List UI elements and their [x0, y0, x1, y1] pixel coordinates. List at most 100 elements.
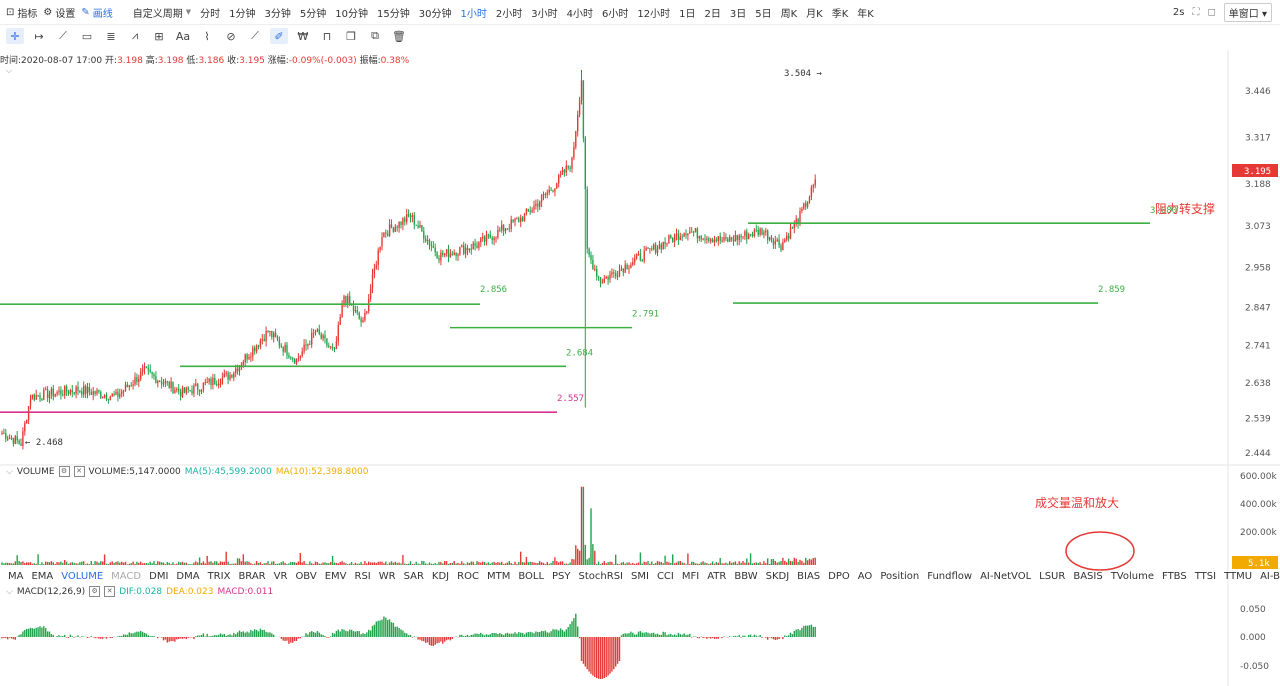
volume-bar — [451, 562, 453, 565]
grid-icon[interactable]: ⊞ — [154, 29, 164, 43]
indicator-tab-smi[interactable]: SMI — [631, 570, 649, 582]
period-14[interactable]: 2日 — [704, 8, 721, 20]
period-17[interactable]: 周K — [780, 8, 798, 20]
indicator-tab-dpo[interactable]: DPO — [828, 570, 850, 582]
period-7[interactable]: 1小时 — [460, 8, 487, 20]
layout-dropdown[interactable]: 单窗口 ▾ — [1223, 2, 1272, 22]
period-2[interactable]: 3分钟 — [264, 8, 291, 20]
refresh-interval[interactable]: 2s — [1172, 6, 1185, 18]
volume-settings-icon[interactable]: ⚙ — [58, 466, 70, 477]
indicator-tab-roc[interactable]: ROC — [457, 570, 479, 582]
indicator-tab-ma[interactable]: MA — [8, 570, 24, 582]
candle-body — [552, 190, 554, 192]
brush-icon[interactable]: ⌇ — [204, 29, 210, 43]
trendline-icon[interactable]: ⟋ — [59, 29, 67, 42]
indicator-tab-position[interactable]: Position — [880, 570, 920, 582]
lock-icon[interactable]: ⊓ — [322, 29, 332, 43]
candle-body — [383, 232, 385, 238]
indicator-tab-dma[interactable]: DMA — [176, 570, 200, 582]
window-icon[interactable]: ◻ — [1207, 6, 1216, 18]
period-0[interactable]: 分时 — [200, 8, 221, 20]
parallel-lines-icon[interactable]: ≣ — [106, 29, 116, 43]
indicator-tab-basis[interactable]: BASIS — [1073, 570, 1103, 582]
indicator-tab-emv[interactable]: EMV — [324, 570, 347, 582]
indicator-tab-sar[interactable]: SAR — [403, 570, 424, 582]
volume-close-icon[interactable]: ✕ — [73, 466, 85, 477]
text-icon[interactable]: Aa — [175, 29, 191, 43]
period-4[interactable]: 10分钟 — [335, 8, 368, 20]
magnet-icon[interactable]: ⊘ — [226, 29, 236, 43]
copy-icon[interactable]: ❐ — [346, 29, 356, 43]
indicator-tab-rsi[interactable]: RSI — [354, 570, 371, 582]
indicator-tab-volume[interactable]: VOLUME — [61, 570, 104, 582]
indicator-tab-skdj[interactable]: SKDJ — [765, 570, 790, 582]
measure-icon[interactable]: ₩ — [297, 29, 309, 43]
indicator-tab-ema[interactable]: EMA — [31, 570, 54, 582]
period-12[interactable]: 12小时 — [637, 8, 671, 20]
period-16[interactable]: 5日 — [755, 8, 772, 20]
collapse-macd-icon[interactable]: ⌵ — [6, 586, 13, 597]
indicator-tab-ai-netvol[interactable]: AI-NetVOL — [980, 570, 1032, 582]
ruler-icon[interactable]: ⟋ — [251, 29, 259, 42]
custom-period-dropdown[interactable]: 自定义周期 ▼ — [133, 5, 191, 20]
indicator-tab-ao[interactable]: AO — [857, 570, 873, 582]
indicator-tab-bias[interactable]: BIAS — [797, 570, 821, 582]
indicator-tab-dmi[interactable]: DMI — [149, 570, 169, 582]
indicator-tab-vr[interactable]: VR — [273, 570, 288, 582]
period-15[interactable]: 3日 — [729, 8, 747, 20]
indicator-tab-boll[interactable]: BOLL — [518, 570, 545, 582]
collapse-volume-icon[interactable]: ⌵ — [6, 466, 13, 477]
collapse-chevron-icon[interactable]: ⌵ — [6, 66, 13, 75]
indicator-tab-obv[interactable]: OBV — [295, 570, 317, 582]
rectangle-icon[interactable]: ▭ — [81, 29, 93, 43]
indicator-tab-ttsi[interactable]: TTSI — [1194, 570, 1217, 582]
volume-bar — [168, 562, 170, 565]
candle-body — [594, 269, 596, 271]
macd-settings-icon[interactable]: ⚙ — [89, 586, 101, 597]
indicator-tab-stochrsi[interactable]: StochRSI — [578, 570, 623, 582]
candle-body — [185, 387, 187, 393]
main-chart[interactable]: 2.856 2.791 2.684 2.557 3.080 2.859 3.446 3.31… — [0, 50, 1280, 686]
indicator-tab-macd[interactable]: MACD — [111, 570, 142, 582]
draw-button[interactable]: ✎ 画线 — [81, 5, 112, 20]
indicator-tab-cci[interactable]: CCI — [656, 570, 674, 582]
period-5[interactable]: 15分钟 — [377, 8, 410, 20]
period-19[interactable]: 季K — [831, 8, 849, 20]
horizontal-ray-icon[interactable]: ↦ — [34, 29, 44, 43]
indicator-tab-trix[interactable]: TRIX — [207, 570, 231, 582]
period-3[interactable]: 5分钟 — [299, 8, 327, 20]
indicator-tab-ttmu[interactable]: TTMU — [1224, 570, 1253, 582]
indicator-tab-ftbs[interactable]: FTBS — [1162, 570, 1187, 582]
indicator-tab-brar[interactable]: BRAR — [238, 570, 266, 582]
period-10[interactable]: 4小时 — [566, 8, 593, 20]
screenshot-icon[interactable]: ⧉ — [371, 29, 379, 42]
trash-icon[interactable]: 🗑 — [392, 29, 406, 43]
settings-button[interactable]: ⚙ 设置 — [43, 5, 75, 20]
indicator-tab-wr[interactable]: WR — [378, 570, 396, 582]
indicator-tab-psy[interactable]: PSY — [552, 570, 571, 582]
period-20[interactable]: 年K — [857, 8, 874, 20]
highlighter-icon[interactable]: ✐ — [270, 28, 288, 44]
indicator-tab-tvolume[interactable]: TVolume — [1110, 570, 1154, 582]
period-13[interactable]: 1日 — [679, 8, 696, 20]
period-8[interactable]: 2小时 — [495, 8, 523, 20]
indicators-button[interactable]: ⊡ 指标 — [6, 5, 37, 20]
indicator-tab-mfi[interactable]: MFI — [681, 570, 700, 582]
indicator-tab-ai-bsi[interactable]: AI-BSI — [1260, 570, 1280, 582]
period-11[interactable]: 6小时 — [601, 8, 629, 20]
indicator-tab-atr[interactable]: ATR — [707, 570, 727, 582]
crosshair-icon[interactable]: ✛ — [6, 28, 24, 44]
period-9[interactable]: 3小时 — [531, 8, 558, 20]
indicator-tab-bbw[interactable]: BBW — [734, 570, 758, 582]
indicator-tab-lsur[interactable]: LSUR — [1039, 570, 1066, 582]
fullscreen-icon[interactable]: ⛶ — [1192, 6, 1200, 18]
period-6[interactable]: 30分钟 — [418, 8, 452, 20]
candle-body — [197, 383, 199, 390]
wave-icon[interactable]: ⩘ — [131, 29, 139, 42]
indicator-tab-kdj[interactable]: KDJ — [431, 570, 450, 582]
macd-close-icon[interactable]: ✕ — [104, 586, 116, 597]
indicator-tab-fundflow[interactable]: Fundflow — [927, 570, 973, 582]
period-1[interactable]: 1分钟 — [229, 8, 256, 20]
indicator-tab-mtm[interactable]: MTM — [486, 570, 511, 582]
period-18[interactable]: 月K — [806, 8, 823, 20]
